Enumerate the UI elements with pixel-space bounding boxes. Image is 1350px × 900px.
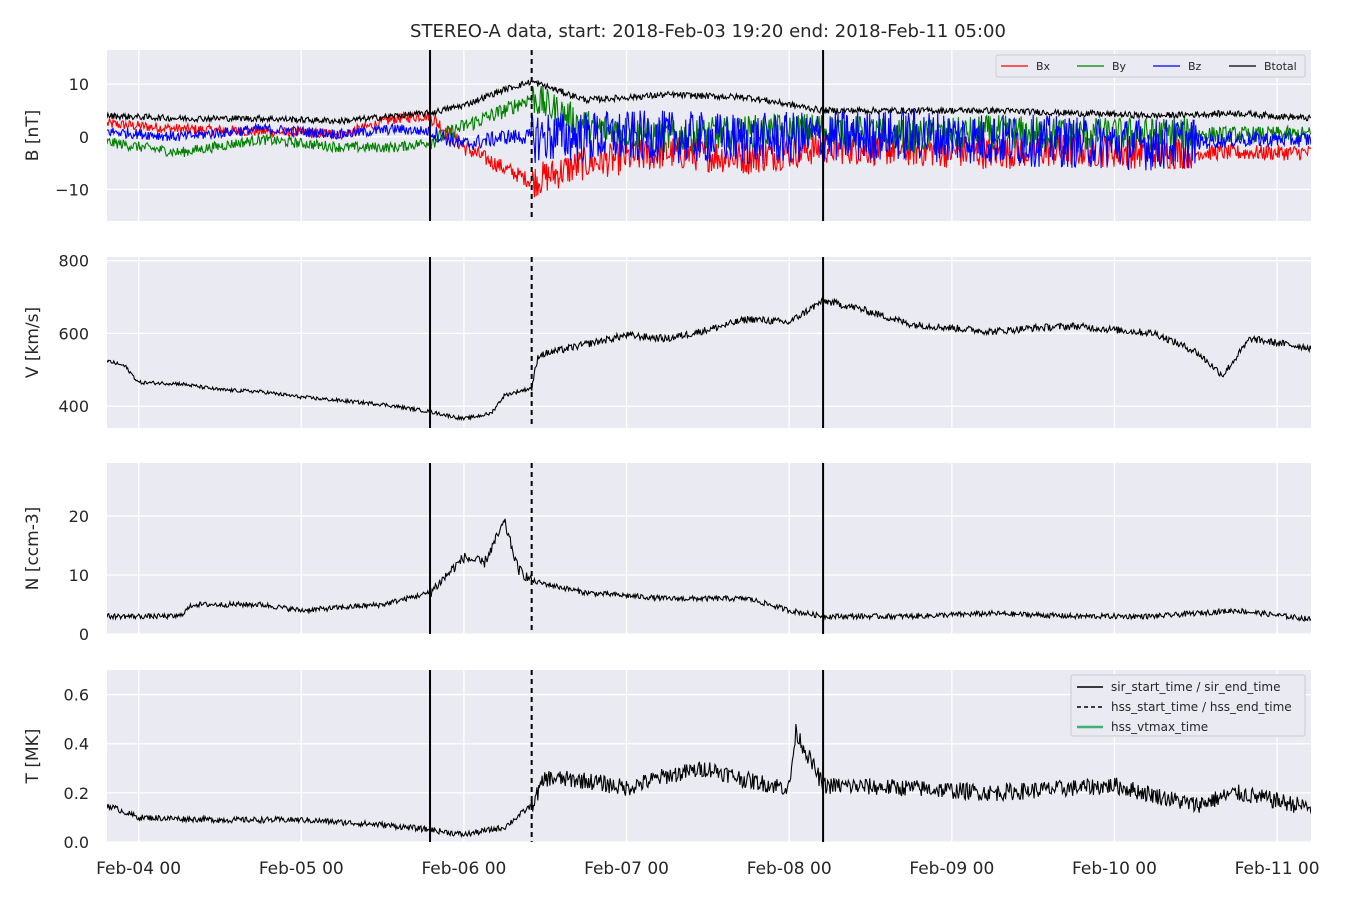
- y-tick-label: 10: [69, 75, 89, 94]
- y-tick-label: 0: [79, 128, 89, 147]
- series-v-line: [107, 296, 1311, 422]
- legend-label: hss_vtmax_time: [1111, 720, 1208, 734]
- x-tick-label: Feb-10 00: [1072, 859, 1157, 879]
- panel-3: 0 10 20 N [ccm-3]: [23, 463, 1311, 644]
- plot-area: [107, 257, 1311, 428]
- x-tick-label: Feb-09 00: [909, 859, 994, 879]
- legend-box: [995, 54, 1306, 78]
- plot-area: [107, 463, 1311, 634]
- y-tick-label: 800: [58, 252, 89, 271]
- y-tick-label: 0.6: [64, 686, 89, 705]
- legend-label: hss_start_time / hss_end_time: [1111, 700, 1292, 714]
- y-axis-label: N [ccm-3]: [23, 507, 43, 591]
- y-tick-label: 400: [58, 397, 89, 416]
- x-tick-label: Feb-07 00: [584, 859, 669, 879]
- series-btotal-line: [107, 79, 1311, 126]
- legend-label: sir_start_time / sir_end_time: [1111, 680, 1281, 694]
- legend-label: By: [1112, 60, 1127, 73]
- x-axis: Feb-04 00 Feb-05 00 Feb-06 00 Feb-07 00 Feb-…: [96, 859, 1319, 879]
- legend-box: [1070, 674, 1306, 737]
- legend-label: Bx: [1036, 60, 1051, 73]
- x-tick-label: Feb-04 00: [96, 859, 181, 879]
- y-tick-label: 0: [79, 625, 89, 644]
- series-bz-line: [107, 108, 1311, 171]
- t-legend: sir_start_time / sir_end_time hss_start_t…: [1070, 674, 1306, 737]
- x-tick-label: Feb-06 00: [421, 859, 506, 879]
- y-tick-label: 0.0: [64, 833, 89, 852]
- y-tick-label: 20: [69, 507, 89, 526]
- x-tick-label: Feb-05 00: [259, 859, 344, 879]
- y-axis-label: T [MK]: [23, 729, 43, 785]
- panel-1: −10 0 10 B [nT] Bx By Bz Btotal: [23, 50, 1311, 221]
- legend-label: Btotal: [1264, 60, 1297, 73]
- x-tick-label: Feb-11 00: [1235, 859, 1320, 879]
- y-axis-label: B [nT]: [23, 110, 43, 162]
- series-n-line: [107, 518, 1311, 622]
- y-tick-label: 10: [69, 566, 89, 585]
- series-group: [107, 296, 1311, 422]
- b-legend: Bx By Bz Btotal: [995, 54, 1306, 78]
- y-tick-label: 0.4: [64, 735, 89, 754]
- y-tick-label: −10: [55, 180, 89, 199]
- panel-4: 0.0 0.2 0.4 0.6 T [MK] sir_start_time / sir_e…: [23, 670, 1311, 852]
- y-tick-label: 0.2: [64, 784, 89, 803]
- y-tick-label: 600: [58, 324, 89, 343]
- series-group: [107, 79, 1311, 198]
- panel-2: 400 600 800 V [km/s]: [23, 252, 1311, 428]
- series-t-line: [107, 723, 1311, 839]
- legend-label: Bz: [1188, 60, 1202, 73]
- series-group: [107, 518, 1311, 622]
- y-axis-label: V [km/s]: [23, 307, 43, 378]
- series-group: [107, 723, 1311, 839]
- x-tick-label: Feb-08 00: [747, 859, 832, 879]
- figure-title: STEREO-A data, start: 2018-Feb-03 19:20 …: [410, 21, 1006, 42]
